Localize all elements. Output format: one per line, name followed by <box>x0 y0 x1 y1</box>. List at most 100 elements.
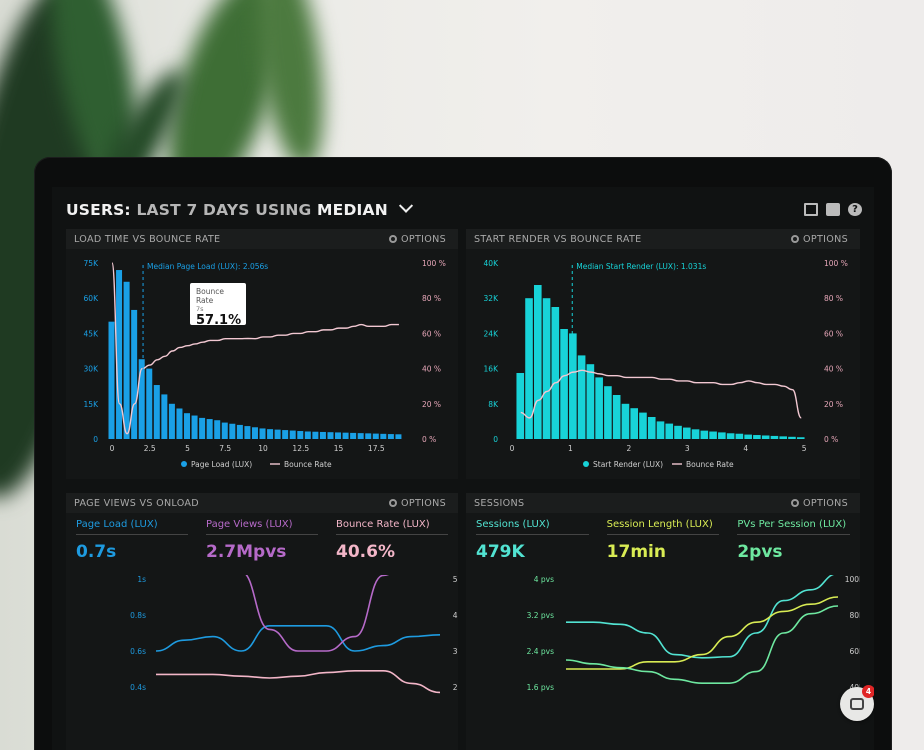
x-tick-label: 0 <box>110 444 115 453</box>
bar <box>116 270 123 439</box>
x-tick-label: 5 <box>185 444 190 453</box>
gear-icon <box>791 235 800 243</box>
bar <box>184 413 191 439</box>
legend-label: Page Load (LUX) <box>191 460 252 469</box>
legend-label: Bounce Rate <box>686 460 734 469</box>
dashboard-screen: USERS: LAST 7 DAYS USING MEDIAN ? LOAD T… <box>52 187 874 750</box>
y2-tick-label: 0 % <box>422 435 436 444</box>
bar <box>251 427 258 439</box>
series-line <box>566 575 835 659</box>
bar <box>560 329 568 439</box>
bar <box>761 435 770 439</box>
page-title[interactable]: USERS: LAST 7 DAYS USING MEDIAN <box>66 198 414 219</box>
metric-label: PVs Per Session (LUX) <box>737 519 851 535</box>
series-line <box>245 575 389 652</box>
y2-tick-label: 100 % <box>824 259 848 268</box>
chat-button[interactable]: 4 <box>840 685 874 721</box>
metric-page-load: Page Load (LUX) 0.7s <box>76 519 188 562</box>
bar <box>753 435 761 439</box>
y-tick-label: 2.4 pvs <box>527 647 555 656</box>
x-tick-label: 7.5 <box>219 444 231 453</box>
gear-icon <box>389 499 398 507</box>
legend-swatch-bars <box>583 461 589 467</box>
options-button[interactable]: OPTIONS <box>389 498 446 509</box>
bar <box>259 428 266 439</box>
share-icon[interactable] <box>826 203 840 216</box>
options-button[interactable]: OPTIONS <box>791 498 848 509</box>
x-tick-label: 17.5 <box>368 444 385 453</box>
bar <box>709 431 717 439</box>
bar <box>525 298 533 439</box>
bar <box>387 434 394 439</box>
options-button[interactable]: OPTIONS <box>389 234 446 245</box>
x-tick-label: 2.5 <box>144 444 156 453</box>
bar <box>191 415 198 439</box>
y2-tick-label: 20 % <box>422 400 441 409</box>
bar <box>214 420 221 439</box>
y-tick-label: 16K <box>484 365 500 374</box>
bar <box>161 394 168 439</box>
bar <box>718 432 726 439</box>
bar <box>656 421 665 439</box>
y2-tick-label: 200K <box>453 683 458 692</box>
views-vs-onload-chart: 0.4s0.6s0.8s1s200K300K400K500K40%60%80%1… <box>130 575 458 694</box>
y2-tick-label: 40 % <box>824 365 843 374</box>
title-range: LAST 7 DAYS <box>136 201 250 219</box>
series-line <box>566 596 839 670</box>
series-line <box>155 670 441 694</box>
bar <box>221 422 228 439</box>
bar <box>630 408 639 439</box>
tooltip-sub: 7s <box>196 305 204 313</box>
y2-tick-label: 60 % <box>422 329 441 338</box>
x-tick-label: 1 <box>568 444 573 453</box>
panel-title: PAGE VIEWS VS ONLOAD OPTIONS <box>66 493 458 513</box>
y-tick-label: 0 <box>493 435 498 444</box>
options-button[interactable]: OPTIONS <box>791 234 848 245</box>
bounce-tooltip: Bounce Rate 7s 57.1% <box>190 283 246 328</box>
bounce-rate-line <box>111 262 399 435</box>
y2-tick-label: 300K <box>453 647 458 656</box>
bar <box>542 298 551 439</box>
bar <box>569 333 577 439</box>
metric-value: 40.6% <box>336 542 395 562</box>
bar <box>108 321 115 439</box>
metric-label: Sessions (LUX) <box>476 519 589 535</box>
chat-badge: 4 <box>862 685 874 698</box>
bar <box>357 433 364 439</box>
gear-icon <box>791 499 800 507</box>
bar <box>146 368 153 439</box>
y2-tick-label: 400K <box>453 611 458 620</box>
metric-value: 2.7Mpvs <box>206 542 287 562</box>
bar <box>665 423 674 439</box>
bar <box>199 417 206 439</box>
y2-tick-label: 80 % <box>422 294 441 303</box>
x-tick-label: 3 <box>685 444 690 453</box>
panel-title: START RENDER VS BOUNCE RATE OPTIONS <box>466 229 860 249</box>
bar <box>551 307 560 439</box>
tooltip-value: 57.1% <box>196 313 242 328</box>
bar <box>533 285 542 439</box>
x-tick-label: 10 <box>258 444 268 453</box>
chevron-down-icon[interactable] <box>399 198 414 213</box>
help-icon[interactable]: ? <box>848 203 862 216</box>
bar <box>138 359 145 439</box>
y2-tick-label: 60 % <box>824 329 843 338</box>
y-tick-label: 75K <box>84 259 100 268</box>
panel-title: LOAD TIME VS BOUNCE RATE OPTIONS <box>66 229 458 249</box>
metric-value: 2pvs <box>737 542 783 562</box>
y-tick-label: 0.4s <box>130 683 146 692</box>
median-label: Median Start Render (LUX): 1.031s <box>576 262 706 271</box>
y-tick-label: 1.6 pvs <box>527 683 555 692</box>
tooltip-label: Bounce Rate <box>196 287 224 305</box>
bar <box>586 364 595 439</box>
metric-row: Sessions (LUX) 479K Session Length (LUX)… <box>476 519 851 562</box>
monitor-icon[interactable] <box>804 203 818 216</box>
bar <box>123 281 130 439</box>
metric-label: Bounce Rate (LUX) <box>336 519 448 535</box>
x-tick-label: 4 <box>743 444 748 453</box>
bar <box>639 412 647 439</box>
x-tick-label: 12.5 <box>292 444 309 453</box>
x-tick-label: 15 <box>334 444 344 453</box>
y2-tick-label: 0 % <box>824 435 838 444</box>
